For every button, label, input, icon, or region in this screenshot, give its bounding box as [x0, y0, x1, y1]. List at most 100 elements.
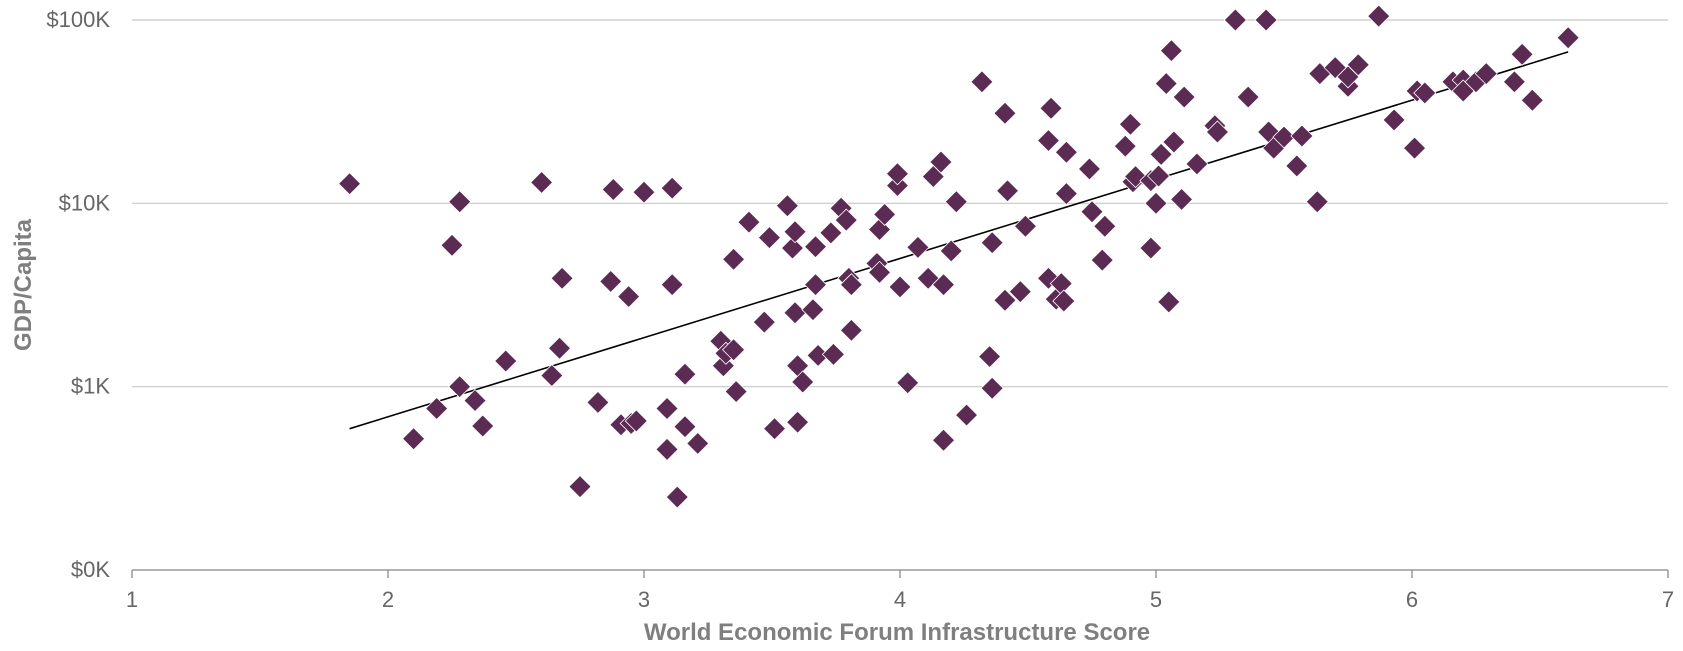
data-point	[834, 208, 858, 232]
data-point	[1144, 191, 1168, 215]
data-point	[931, 428, 956, 452]
data-point	[1090, 248, 1114, 272]
data-point	[775, 194, 799, 218]
data-point	[1346, 53, 1370, 77]
x-tick-label: 6	[1406, 587, 1418, 612]
trendline	[349, 51, 1569, 430]
data-point	[821, 342, 846, 366]
data-point	[939, 239, 963, 263]
data-point	[993, 288, 1017, 312]
data-point	[660, 273, 684, 297]
data-point	[885, 162, 910, 186]
data-point	[786, 410, 810, 434]
data-point	[624, 409, 648, 433]
y-axis-title: GDP/Capita	[10, 218, 37, 351]
data-point	[1157, 290, 1181, 314]
data-point	[906, 235, 930, 259]
data-point	[722, 338, 746, 362]
data-point	[1039, 96, 1063, 120]
trendline-group	[349, 51, 1569, 430]
data-point	[471, 414, 495, 438]
data-point	[1236, 85, 1260, 109]
data-point	[425, 396, 449, 421]
data-point	[885, 174, 910, 198]
data-point	[1149, 142, 1173, 166]
data-point	[780, 236, 805, 260]
data-point	[762, 417, 787, 441]
y-tick-label: $0K	[71, 557, 110, 582]
data-point	[839, 273, 863, 297]
data-point	[547, 336, 572, 360]
data-point	[568, 475, 592, 499]
data-point	[1093, 214, 1117, 238]
data-point	[1520, 88, 1544, 112]
x-tick-label: 5	[1150, 587, 1162, 612]
data-point	[673, 362, 697, 386]
data-point	[783, 220, 807, 244]
data-point	[1382, 108, 1406, 132]
data-point	[1285, 154, 1309, 178]
gridlines	[132, 19, 1668, 388]
y-tick-label: $1K	[71, 374, 110, 399]
data-point	[1113, 134, 1137, 158]
data-point	[1008, 280, 1032, 304]
data-point	[1054, 182, 1078, 206]
data-point	[1139, 236, 1163, 260]
data-point	[1036, 128, 1061, 153]
data-point	[1474, 62, 1498, 86]
data-point	[1502, 70, 1526, 94]
x-tick-label: 1	[126, 587, 138, 612]
data-point	[1054, 140, 1078, 164]
data-point	[888, 275, 912, 299]
data-point	[655, 396, 679, 421]
data-point	[1077, 157, 1102, 181]
data-point	[970, 70, 994, 94]
x-axis	[131, 569, 1669, 578]
data-point	[978, 344, 1002, 369]
data-point	[1205, 120, 1230, 144]
x-tick-label: 2	[382, 587, 394, 612]
data-point	[1272, 125, 1296, 149]
y-axis-tick-labels: $0K $1K $10K $100K	[46, 7, 110, 582]
data-point	[540, 363, 564, 388]
x-axis-tick-labels: 1 2 3 4 5 6 7	[126, 587, 1674, 612]
data-point	[1254, 8, 1278, 32]
data-point	[402, 427, 426, 451]
data-point	[873, 202, 897, 226]
data-point	[980, 231, 1004, 255]
data-point	[867, 260, 892, 284]
data-point	[463, 388, 487, 413]
data-point	[686, 431, 710, 456]
data-point	[660, 176, 684, 200]
data-point	[1510, 42, 1534, 66]
data-point	[448, 375, 472, 399]
data-point	[752, 310, 776, 334]
data-point	[980, 376, 1004, 400]
data-point	[783, 301, 807, 325]
data-point	[724, 380, 748, 404]
data-point	[655, 437, 679, 461]
data-point	[1413, 81, 1437, 105]
data-point	[839, 318, 863, 342]
x-tick-label: 7	[1662, 587, 1674, 612]
data-point	[757, 226, 782, 250]
data-point	[1154, 72, 1178, 96]
data-point	[673, 415, 697, 439]
data-point	[944, 190, 968, 214]
data-point	[1159, 39, 1183, 63]
x-tick-label: 4	[894, 587, 906, 612]
data-point	[599, 269, 623, 293]
data-point	[995, 179, 1020, 203]
data-point	[632, 180, 656, 204]
data-points	[338, 4, 1580, 509]
data-point	[494, 349, 518, 373]
y-tick-label: $10K	[59, 190, 111, 215]
data-point	[931, 273, 956, 297]
data-point	[448, 190, 472, 214]
data-point	[1223, 8, 1247, 32]
data-point	[665, 485, 689, 509]
x-axis-title: World Economic Forum Infrastructure Scor…	[644, 619, 1150, 646]
data-point	[1556, 26, 1580, 50]
data-point	[550, 266, 574, 290]
x-tick-label: 3	[638, 587, 650, 612]
